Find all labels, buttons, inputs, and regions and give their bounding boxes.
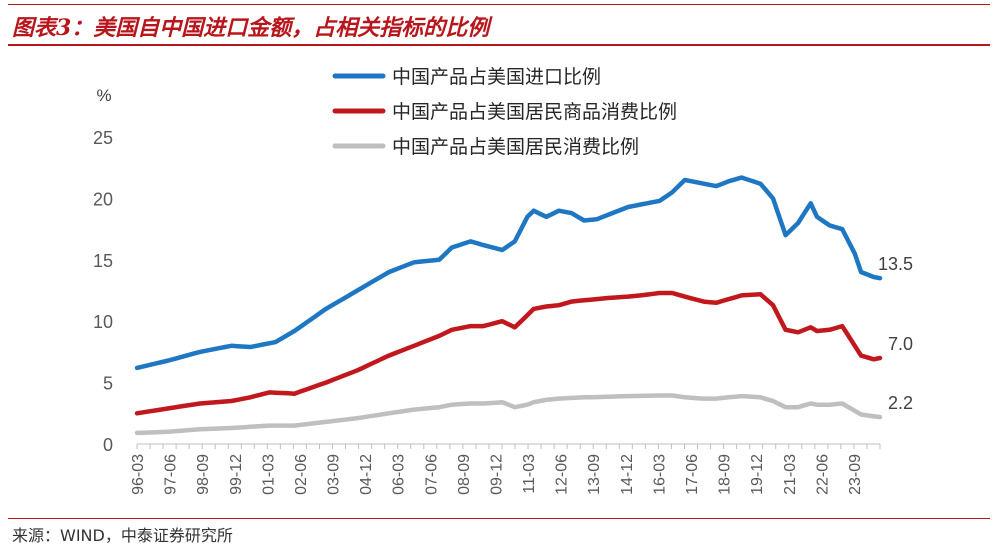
x-tick-label: 97-06	[163, 454, 180, 495]
x-tick-label: 19-12	[749, 454, 766, 495]
x-tick-label: 07-06	[423, 454, 440, 495]
x-tick-label: 04-12	[358, 454, 375, 495]
end-value-label-1: 13.5	[878, 254, 913, 274]
x-tick-label: 99-12	[228, 454, 245, 495]
end-value-label-2: 7.0	[888, 334, 913, 354]
legend-label-1: 中国产品占美国进口比例	[392, 66, 601, 88]
title-bar: 图表3：美国自中国进口金额，占相关指标的比例	[0, 0, 994, 46]
x-tick-label: 23-09	[847, 454, 864, 495]
x-tick-label: 14-12	[619, 454, 636, 495]
x-tick-label: 02-06	[293, 454, 310, 495]
y-tick-label: 5	[103, 374, 113, 394]
source-note: 来源：WIND，中泰证券研究所	[12, 526, 233, 545]
series-line-3	[134, 393, 883, 436]
x-tick-label: 16-03	[651, 454, 668, 495]
y-tick-label: 20	[93, 189, 113, 209]
y-tick-label: 25	[93, 128, 113, 148]
end-value-label-3: 2.2	[888, 393, 913, 413]
x-tick-label: 11-03	[521, 454, 538, 494]
y-tick-label: 10	[93, 312, 113, 332]
legend-label-2: 中国产品占美国居民商品消费比例	[392, 101, 677, 123]
chart-title: 图表3：美国自中国进口金额，占相关指标的比例	[12, 15, 490, 41]
x-tick-label: 98-09	[195, 454, 212, 495]
series-line-2	[134, 290, 883, 416]
x-tick-label: 08-09	[456, 454, 473, 495]
x-tick-label: 06-03	[391, 454, 408, 495]
series-line-1	[134, 175, 883, 371]
x-tick-label: 12-06	[554, 454, 571, 495]
legend-label-3: 中国产品占美国居民消费比例	[392, 136, 639, 158]
x-tick-label: 21-03	[782, 454, 799, 495]
y-axis-unit: %	[96, 86, 111, 105]
x-tick-label: 22-06	[814, 454, 831, 495]
x-tick-label: 96-03	[130, 454, 147, 495]
line-chart: % 0 5 10 15 20 25 96-03 97-06 98-09 99-12 01-03 02-0…	[93, 66, 913, 495]
x-tick-label: 13-09	[586, 454, 603, 495]
title-top-rule	[8, 4, 990, 5]
y-tick-label: 0	[103, 435, 113, 455]
x-tick-label: 01-03	[260, 454, 277, 495]
x-tick-label: 17-06	[684, 454, 701, 495]
x-tick-label: 18-09	[717, 454, 734, 495]
x-tick-label: 03-09	[326, 454, 343, 495]
y-tick-label: 15	[93, 251, 113, 271]
source-rule	[8, 518, 990, 519]
title-bottom-rule	[8, 44, 990, 46]
x-tick-label: 09-12	[488, 454, 505, 495]
